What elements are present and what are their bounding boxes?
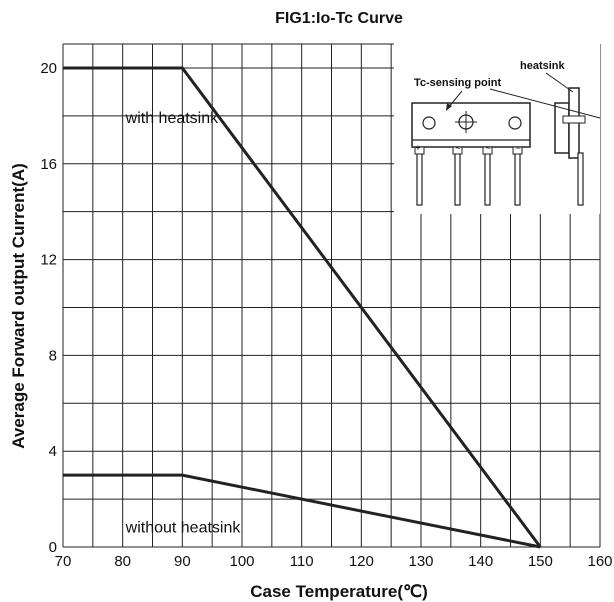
pin-collar-4	[512, 146, 523, 155]
y-tick-label: 4	[49, 443, 57, 460]
x-tick-label: 90	[174, 553, 191, 570]
y-tick-labels: 0 4 8 12 16 20	[40, 60, 57, 556]
mount-hole-left-icon	[422, 116, 436, 130]
pin-mark-ac1: ~	[455, 143, 460, 153]
mount-hole-right-icon	[508, 116, 522, 130]
x-tick-label: 100	[229, 553, 254, 570]
pin-collar-3	[482, 146, 493, 155]
heatsink-leader-line	[545, 72, 574, 93]
y-tick-label: 0	[49, 539, 57, 556]
pin-2	[454, 152, 461, 206]
annotations: with heatsink without heatsink	[125, 110, 242, 537]
pin-collar-2	[452, 146, 463, 155]
y-tick-label: 12	[40, 252, 57, 269]
pin-collar-1	[414, 146, 425, 155]
x-tick-label: 130	[408, 553, 433, 570]
y-tick-label: 16	[40, 156, 57, 173]
pin-mark-minus: −	[515, 143, 520, 153]
pin-4	[514, 152, 521, 206]
inset-diagram: + ~ ~ − heatsink Tc-sensing point	[394, 42, 601, 214]
series-line-without-heatsink	[63, 473, 541, 549]
side-view-body	[554, 102, 570, 154]
side-view-screw	[562, 115, 586, 124]
tc-leader-line	[489, 88, 601, 119]
series-line-with-heatsink	[63, 66, 542, 548]
inset-label-heatsink: heatsink	[520, 60, 566, 72]
x-tick-label: 110	[290, 553, 314, 570]
pin-1	[416, 152, 423, 206]
y-tick-label: 8	[49, 347, 57, 364]
pin-3	[484, 152, 491, 206]
x-tick-label: 80	[114, 553, 131, 570]
inset-label-tc-sensing-point: Tc-sensing point	[414, 77, 502, 89]
x-tick-label: 140	[468, 553, 493, 570]
x-tick-label: 120	[349, 553, 374, 570]
x-tick-label: 150	[528, 553, 553, 570]
pin-mark-ac2: ~	[485, 143, 490, 153]
x-tick-labels: 70 80 90 100 110 120 130 140 150 160	[55, 553, 613, 570]
x-tick-label: 70	[55, 553, 72, 570]
pin-mark-plus: +	[415, 143, 420, 153]
y-axis-label: Average Forward output Current(A)	[9, 163, 28, 449]
x-tick-label: 160	[587, 553, 612, 570]
x-axis-label: Case Temperature(℃)	[250, 582, 428, 601]
series-group	[63, 66, 542, 549]
y-tick-label: 20	[40, 60, 57, 77]
tc-arrow-head-icon	[446, 103, 452, 111]
side-view-pin	[577, 152, 584, 206]
annotation-label: without heatsink	[125, 520, 242, 537]
annotation-label: with heatsink	[125, 110, 219, 127]
chart-title: FIG1:Io-Tc Curve	[275, 10, 403, 27]
